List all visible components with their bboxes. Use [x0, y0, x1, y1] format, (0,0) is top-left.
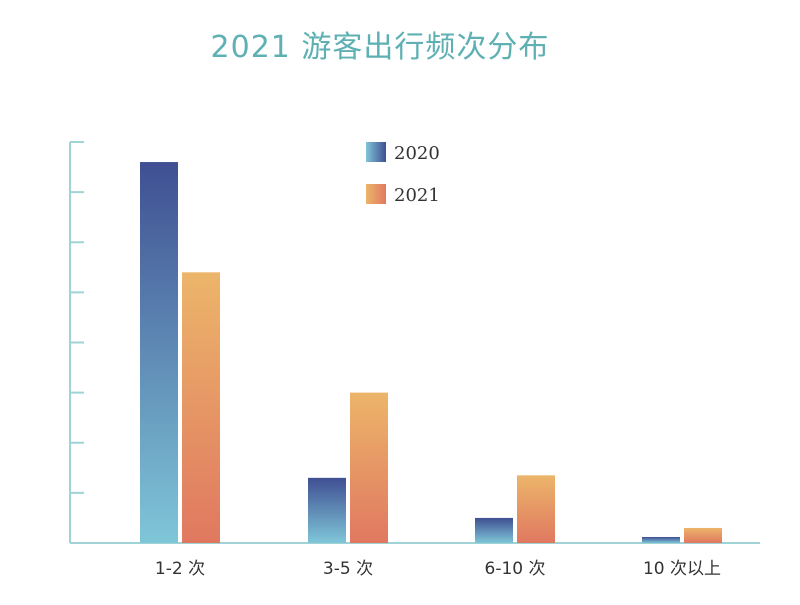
bar-2020-4 — [642, 536, 680, 543]
legend-swatch-2021 — [366, 184, 386, 204]
bar-2021-1 — [182, 272, 220, 543]
bar-2021-2 — [350, 392, 388, 543]
x-tick-label: 6-10 次 — [485, 559, 546, 579]
bar-layer — [140, 162, 722, 544]
legend-label-2020: 2020 — [394, 143, 440, 164]
x-tick-label: 1-2 次 — [155, 559, 205, 579]
x-tick-label: 10 次以上 — [643, 559, 721, 579]
legend-swatch-2020 — [366, 142, 386, 162]
chart-title: 2021 游客出行频次分布 — [210, 30, 550, 65]
bar-2021-3 — [517, 475, 555, 543]
bar-2020-1 — [140, 162, 178, 544]
legend-label-2021: 2021 — [394, 185, 440, 206]
bar-2020-3 — [475, 517, 513, 543]
legend: 2020 2021 — [366, 142, 440, 206]
bar-2021-4 — [684, 527, 722, 543]
x-tick-labels: 1-2 次 3-5 次 6-10 次 10 次以上 — [155, 559, 721, 579]
x-tick-label: 3-5 次 — [323, 559, 373, 579]
bar-2020-2 — [308, 477, 346, 543]
